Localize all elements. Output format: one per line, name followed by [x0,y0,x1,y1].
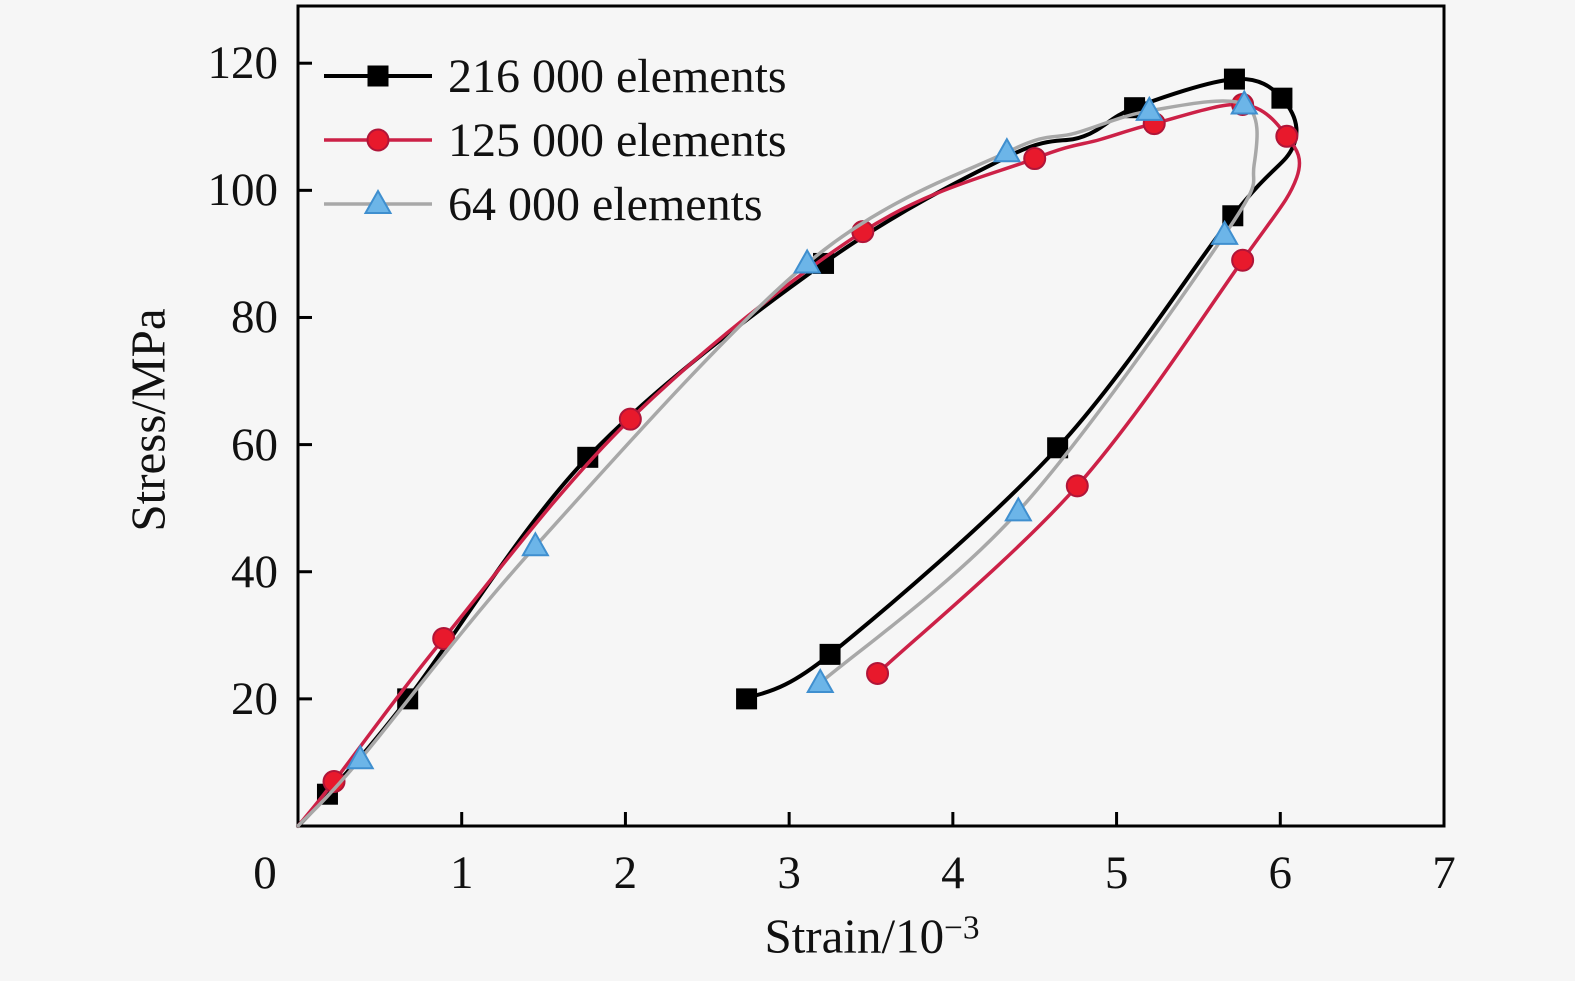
triangle-marker [792,248,822,274]
square-marker [1271,87,1293,109]
circle-marker [322,770,346,794]
y-tick-label-80: 80 [231,291,278,344]
legend-marker-circle-icon [324,128,432,152]
x-tick-label-3: 3 [777,847,801,899]
circle-marker [1065,474,1089,498]
x-tick-label-5: 5 [1104,847,1129,899]
legend-marker-square-icon [324,65,432,87]
triangle-marker [363,188,393,214]
square-marker [819,643,841,665]
circle-marker [1275,124,1299,148]
square-marker [367,65,389,87]
circle-marker [366,128,390,152]
circle-marker [1231,248,1255,272]
legend-item-216000-elements: 216 000 elements [322,44,787,108]
triangle-marker [1210,219,1239,245]
legend-item-125000-elements: 125 000 elements [322,108,787,172]
y-tick-label-120: 120 [207,37,279,90]
x-tick-label-0: 0 [253,847,277,899]
square-marker [1222,205,1244,227]
circle-marker [866,661,890,685]
triangle-marker [992,137,1022,163]
series-125-000-elements [296,93,1302,828]
x-tick-label-2: 2 [613,847,638,899]
square-marker [1047,437,1069,459]
x-axis-title-base: Strain/10 [764,908,945,964]
legend-label-125000-elements: 125 000 elements [448,113,787,167]
x-axis-title-exponent: −3 [944,909,980,947]
triangle-marker [1230,89,1259,115]
x-tick-label-7: 7 [1432,847,1456,899]
series-line [296,102,1302,828]
circle-marker [432,626,456,650]
square-marker [736,688,758,710]
y-axis-title: Stress/MPa [120,308,176,532]
square-marker [1223,68,1245,90]
plot-frame [296,4,1446,828]
legend: 216 000 elements 125 000 elements 64 000… [322,44,787,236]
triangle-marker [1135,95,1164,121]
x-axis-title: Strain/10−3 [764,908,979,965]
circle-marker [1023,147,1047,171]
x-tick-label-4: 4 [941,847,965,899]
square-marker [577,446,599,468]
legend-marker-triangle-icon [324,188,432,214]
legend-label-64000-elements: 64 000 elements [448,177,763,231]
y-tick-label-20: 20 [231,672,278,725]
series-line [296,99,1259,828]
triangle-marker [1004,496,1033,522]
circle-marker [618,407,642,431]
triangle-marker [521,531,550,557]
legend-item-64000-elements: 64 000 elements [322,172,787,236]
x-tick-label-1: 1 [449,847,474,899]
y-tick-label-40: 40 [231,545,278,598]
x-tick-label-6: 6 [1268,847,1293,899]
triangle-marker [806,667,835,693]
series-64-000-elements [296,89,1259,828]
triangle-marker [345,744,375,770]
y-tick-label-100: 100 [207,164,279,217]
legend-label-216000-elements: 216 000 elements [448,49,787,103]
y-tick-label-60: 60 [231,418,278,471]
